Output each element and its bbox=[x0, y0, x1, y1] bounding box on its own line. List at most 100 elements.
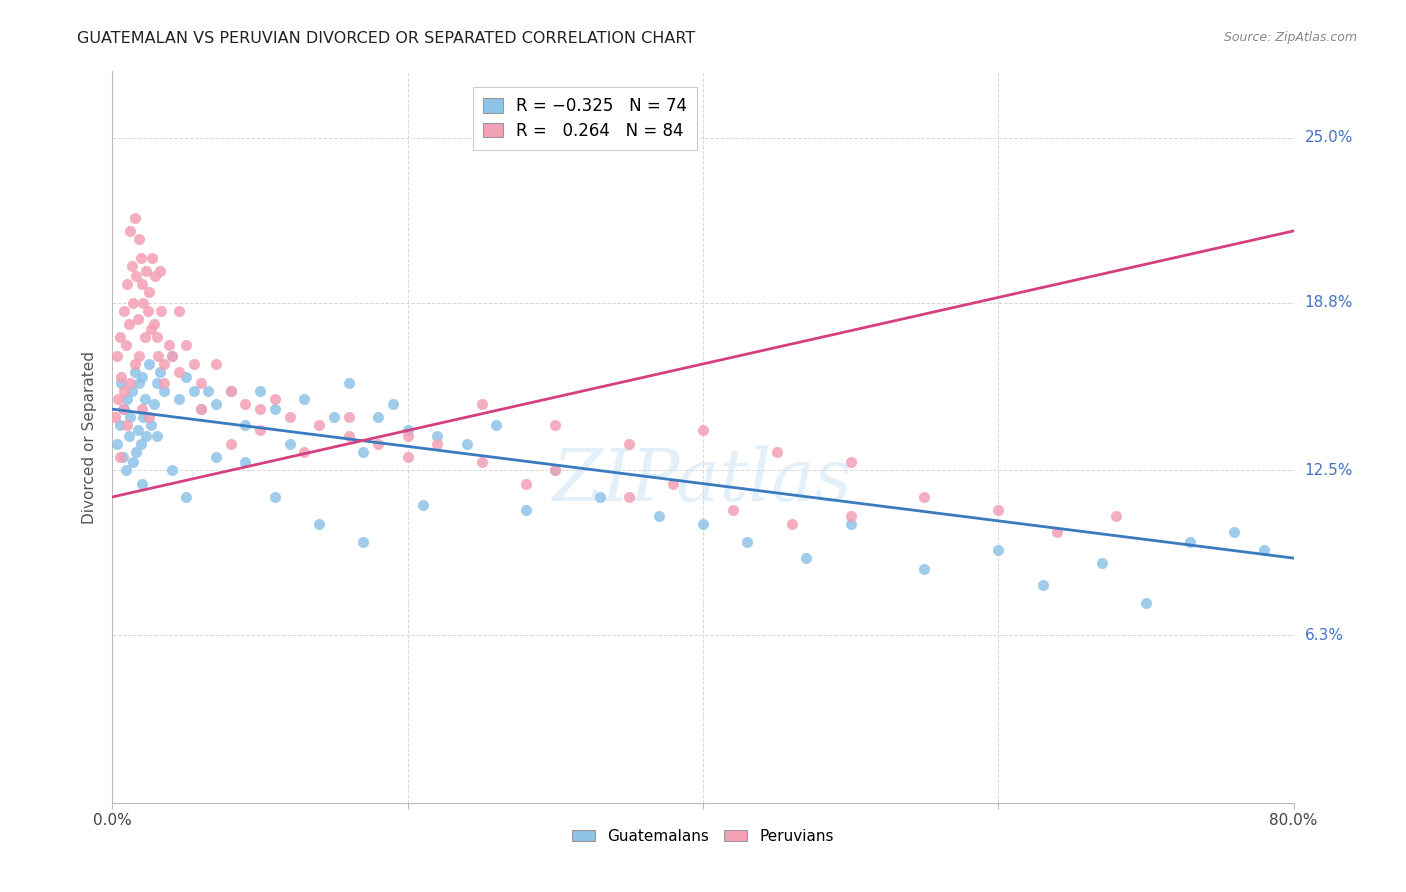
Point bbox=[122, 295, 145, 310]
Point bbox=[1091, 557, 1114, 571]
Point bbox=[142, 397, 165, 411]
Point bbox=[544, 463, 567, 477]
Point bbox=[107, 392, 129, 406]
Point bbox=[141, 251, 163, 265]
Point bbox=[737, 535, 759, 549]
Point bbox=[1223, 524, 1246, 539]
Point bbox=[233, 455, 256, 469]
Point bbox=[127, 311, 149, 326]
Point bbox=[337, 376, 360, 390]
Point bbox=[1046, 524, 1069, 539]
Point bbox=[124, 365, 146, 379]
Point bbox=[619, 436, 641, 450]
Point bbox=[219, 436, 242, 450]
Point bbox=[153, 384, 176, 398]
Point bbox=[131, 402, 153, 417]
Point bbox=[129, 436, 152, 450]
Point bbox=[108, 418, 131, 433]
Point bbox=[121, 384, 143, 398]
Point bbox=[148, 349, 170, 363]
Point bbox=[146, 330, 169, 344]
Point bbox=[121, 259, 143, 273]
Point bbox=[456, 436, 478, 450]
Point bbox=[396, 450, 419, 464]
Point bbox=[111, 450, 134, 464]
Point bbox=[337, 429, 360, 443]
Point bbox=[120, 224, 142, 238]
Point bbox=[105, 436, 128, 450]
Point bbox=[125, 269, 148, 284]
Point bbox=[1032, 577, 1054, 591]
Point bbox=[122, 455, 145, 469]
Point bbox=[308, 516, 330, 531]
Point bbox=[112, 384, 135, 398]
Point bbox=[382, 397, 405, 411]
Point bbox=[183, 357, 205, 371]
Text: GUATEMALAN VS PERUVIAN DIVORCED OR SEPARATED CORRELATION CHART: GUATEMALAN VS PERUVIAN DIVORCED OR SEPAR… bbox=[77, 31, 696, 46]
Point bbox=[160, 349, 183, 363]
Point bbox=[118, 429, 141, 443]
Point bbox=[337, 410, 360, 425]
Point bbox=[117, 277, 138, 292]
Point bbox=[396, 429, 419, 443]
Point bbox=[131, 277, 153, 292]
Point bbox=[292, 444, 315, 458]
Text: 6.3%: 6.3% bbox=[1305, 628, 1344, 643]
Point bbox=[233, 397, 256, 411]
Point bbox=[470, 397, 494, 411]
Point bbox=[426, 429, 449, 443]
Point bbox=[426, 436, 449, 450]
Point bbox=[112, 303, 135, 318]
Point bbox=[914, 562, 936, 576]
Point bbox=[190, 376, 212, 390]
Point bbox=[167, 303, 190, 318]
Point bbox=[114, 463, 136, 477]
Point bbox=[352, 535, 374, 549]
Point bbox=[264, 490, 287, 504]
Point bbox=[796, 551, 818, 566]
Point bbox=[588, 490, 610, 504]
Text: 25.0%: 25.0% bbox=[1305, 130, 1353, 145]
Point bbox=[110, 376, 132, 390]
Point bbox=[128, 232, 150, 246]
Point bbox=[839, 455, 862, 469]
Point bbox=[692, 516, 714, 531]
Point bbox=[132, 295, 155, 310]
Point bbox=[117, 392, 138, 406]
Point bbox=[219, 384, 242, 398]
Text: Source: ZipAtlas.com: Source: ZipAtlas.com bbox=[1223, 31, 1357, 45]
Point bbox=[132, 410, 155, 425]
Point bbox=[131, 476, 153, 491]
Point bbox=[167, 392, 190, 406]
Point bbox=[110, 370, 132, 384]
Point bbox=[150, 303, 173, 318]
Point bbox=[205, 397, 228, 411]
Point bbox=[117, 418, 138, 433]
Point bbox=[149, 264, 172, 278]
Point bbox=[125, 444, 148, 458]
Text: 12.5%: 12.5% bbox=[1305, 463, 1353, 478]
Point bbox=[124, 357, 146, 371]
Point bbox=[662, 476, 685, 491]
Point bbox=[128, 376, 150, 390]
Point bbox=[153, 357, 176, 371]
Point bbox=[1180, 535, 1202, 549]
Point bbox=[138, 285, 160, 299]
Point bbox=[129, 251, 152, 265]
Point bbox=[114, 338, 136, 352]
Y-axis label: Divorced or Separated: Divorced or Separated bbox=[82, 351, 97, 524]
Point bbox=[136, 303, 159, 318]
Point bbox=[138, 410, 160, 425]
Point bbox=[264, 402, 287, 417]
Point bbox=[124, 211, 146, 225]
Point bbox=[108, 330, 131, 344]
Point bbox=[120, 376, 142, 390]
Point bbox=[515, 503, 537, 517]
Point bbox=[249, 384, 271, 398]
Point bbox=[190, 402, 212, 417]
Point bbox=[153, 376, 176, 390]
Point bbox=[174, 490, 197, 504]
Point bbox=[647, 508, 671, 523]
Point bbox=[412, 498, 434, 512]
Point bbox=[138, 357, 160, 371]
